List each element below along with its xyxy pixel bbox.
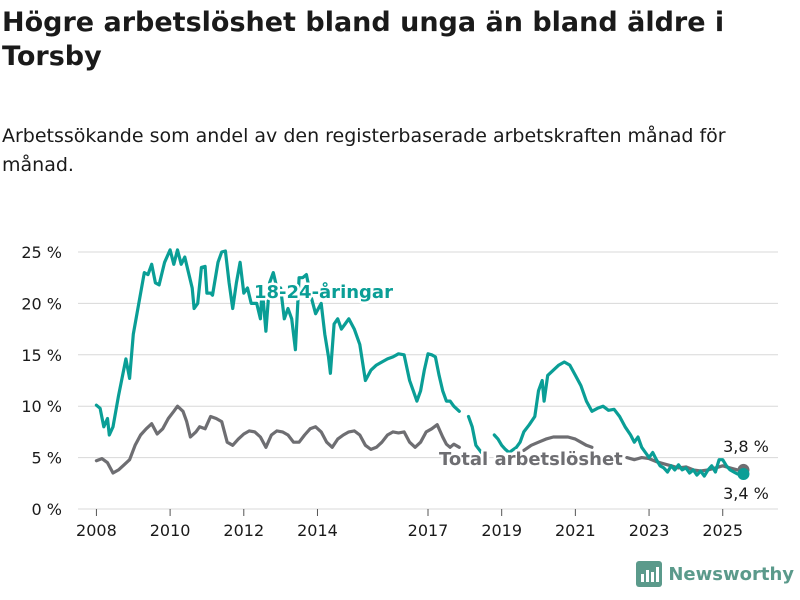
series-label: 3,4 %	[723, 484, 769, 503]
series-label: 3,8 %	[723, 437, 769, 456]
brand-name: Newsworthy	[668, 563, 794, 585]
series-lines	[94, 248, 750, 481]
series-label: 18-24-åringar	[254, 281, 393, 303]
series-label-halo: 18-24-åringar	[254, 281, 393, 303]
end-marker-youth	[737, 468, 750, 481]
brand-logo[interactable]: Newsworthy	[636, 560, 794, 588]
x-tick-label: 2019	[481, 521, 522, 540]
y-tick-label: 5 %	[32, 449, 62, 468]
x-tick-label: 2014	[297, 521, 338, 540]
x-tick-label: 2012	[223, 521, 264, 540]
y-tick-label: 10 %	[21, 397, 62, 416]
x-tick-label: 2021	[555, 521, 596, 540]
series-line	[522, 435, 594, 452]
series-label: Total arbetslöshet	[439, 449, 623, 470]
series-line	[94, 404, 461, 475]
y-tick-label: 15 %	[21, 346, 62, 365]
series-line	[466, 414, 483, 455]
x-tick-label: 2010	[150, 521, 191, 540]
x-tick-label: 2017	[408, 521, 449, 540]
y-tick-label: 25 %	[21, 243, 62, 262]
y-tick-label: 0 %	[32, 500, 62, 519]
x-tick-label: 2008	[76, 521, 117, 540]
series-line	[94, 248, 461, 437]
chart-subtitle: Arbetssökande som andel av den registerb…	[2, 125, 726, 176]
newsworthy-icon	[636, 561, 663, 587]
series-label-halo: Total arbetslöshet	[439, 449, 623, 470]
x-axis-ticks: 2008 2010 2012 2014 2017 2019 2021 2023 2025	[76, 509, 743, 540]
x-tick-label: 2023	[629, 521, 670, 540]
x-tick-label: 2025	[702, 521, 743, 540]
grid-lines	[78, 251, 778, 510]
chart-title: Högre arbetslöshet bland unga än bland ä…	[2, 7, 725, 72]
y-axis-ticks: 0 % 5 % 10 % 15 % 20 % 25 %	[21, 243, 62, 519]
y-tick-label: 20 %	[21, 294, 62, 313]
series-line	[492, 360, 740, 478]
